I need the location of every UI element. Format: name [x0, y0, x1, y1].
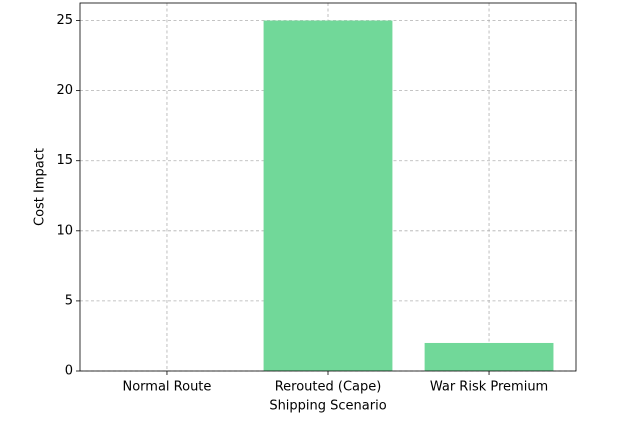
- bar: [424, 342, 554, 371]
- plot-frame: [79, 2, 577, 372]
- y-tick-label: 25: [56, 13, 73, 28]
- x-tick-label: War Risk Premium: [430, 380, 548, 395]
- bar: [263, 20, 393, 372]
- y-tick-label: 5: [65, 293, 73, 308]
- y-axis-label: Cost Impact: [33, 148, 48, 226]
- x-tick-label: Rerouted (Cape): [275, 380, 382, 395]
- y-tick-label: 0: [65, 364, 73, 379]
- x-tick-label: Normal Route: [123, 380, 212, 395]
- y-tick-label: 10: [56, 223, 73, 238]
- y-tick-label: 15: [56, 153, 73, 168]
- x-axis-label: Shipping Scenario: [269, 399, 386, 414]
- y-tick-label: 20: [56, 83, 73, 98]
